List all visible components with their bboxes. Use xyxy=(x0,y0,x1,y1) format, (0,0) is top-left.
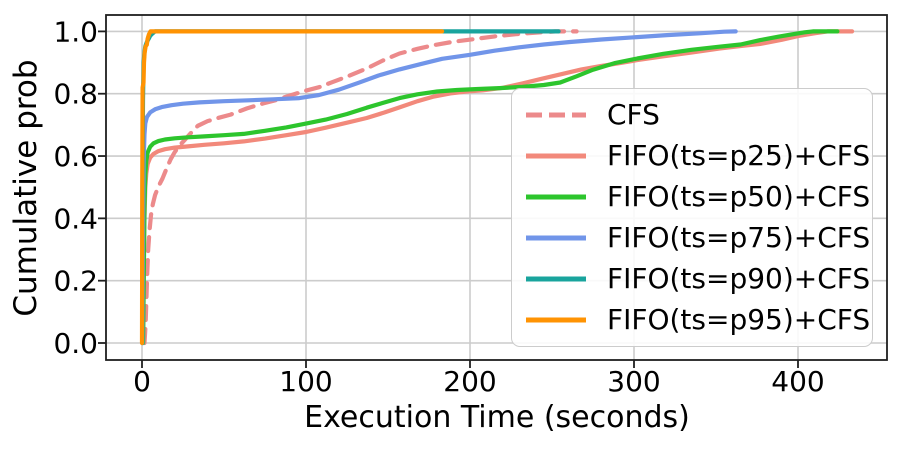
series-line-FIFO(ts=p25)+CFS xyxy=(140,29,855,346)
legend-line-sample xyxy=(526,112,586,118)
y-tick-label: 0.2 xyxy=(53,265,98,298)
legend: CFS FIFO(ts=p25)+CFS FIFO(ts=p50)+CFS FIFO(… xyxy=(511,88,873,347)
series-line-CFS xyxy=(142,29,579,346)
legend-line-sample xyxy=(526,235,586,241)
x-tick-label: 0 xyxy=(133,365,151,398)
y-tick-label: 0.0 xyxy=(53,327,98,360)
x-tick-label: 100 xyxy=(279,365,332,398)
x-tick-label: 300 xyxy=(607,365,660,398)
legend-item: FIFO(ts=p50)+CFS xyxy=(516,177,871,217)
legend-item: FIFO(ts=p95)+CFS xyxy=(516,300,871,340)
plot-border xyxy=(105,14,888,361)
legend-item: CFS xyxy=(516,95,868,135)
x-tick-label: 200 xyxy=(443,365,496,398)
y-tick-label: 0.6 xyxy=(53,140,98,173)
legend-item: FIFO(ts=p25)+CFS xyxy=(516,136,871,176)
legend-label: FIFO(ts=p50)+CFS xyxy=(607,180,871,214)
legend-label: FIFO(ts=p95)+CFS xyxy=(607,302,871,336)
axis-ticks xyxy=(98,30,799,368)
series-lines xyxy=(139,29,855,346)
legend-label: FIFO(ts=p75)+CFS xyxy=(607,220,871,254)
tick-labels: 0 100 200 300 400 0.0 0.2 0.4 0.6 0.8 1.0 xyxy=(53,15,824,398)
series-line-FIFO(ts=p90)+CFS xyxy=(140,29,561,346)
y-axis-label: Cumulative prob xyxy=(8,59,44,316)
legend-line-sample xyxy=(526,317,586,323)
y-tick-label: 1.0 xyxy=(53,15,98,48)
legend-label: FIFO(ts=p25)+CFS xyxy=(607,139,871,173)
legend-item: FIFO(ts=p90)+CFS xyxy=(516,259,871,299)
legend-item: FIFO(ts=p75)+CFS xyxy=(516,218,871,258)
legend-line-sample xyxy=(526,276,586,282)
x-axis-label: Execution Time (seconds) xyxy=(304,400,690,435)
series-line-FIFO(ts=p50)+CFS xyxy=(141,29,840,346)
x-tick-label: 400 xyxy=(771,365,824,398)
legend-label: FIFO(ts=p90)+CFS xyxy=(607,261,871,295)
legend-line-sample xyxy=(526,194,586,200)
legend-line-sample xyxy=(526,153,586,159)
series-line-FIFO(ts=p75)+CFS xyxy=(140,29,738,346)
legend-label: CFS xyxy=(607,98,660,132)
series-line-FIFO(ts=p95)+CFS xyxy=(139,29,445,346)
y-tick-label: 0.4 xyxy=(53,202,98,235)
y-tick-label: 0.8 xyxy=(53,78,98,111)
